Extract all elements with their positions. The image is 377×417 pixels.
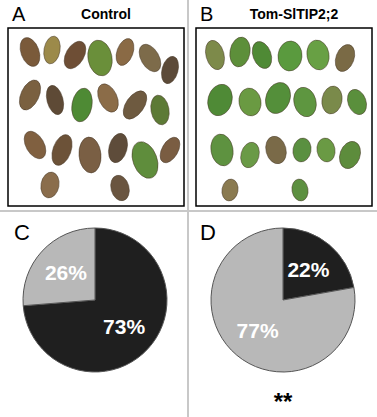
data-label: 22% — [287, 258, 329, 281]
leaf — [291, 137, 313, 164]
panel-label: A — [12, 3, 26, 25]
leaf — [69, 87, 95, 124]
leaf — [208, 132, 235, 167]
leaf — [290, 178, 310, 202]
photo — [202, 35, 369, 202]
photo-frame — [196, 28, 372, 206]
leaf — [315, 137, 337, 164]
leaf — [220, 178, 240, 202]
leaf — [94, 81, 123, 116]
leaf — [320, 84, 345, 115]
leaf — [149, 94, 172, 127]
divider — [0, 210, 377, 212]
photo-frame — [8, 28, 184, 206]
data-label: 77% — [237, 319, 279, 342]
annotation: ** — [274, 388, 293, 415]
background — [0, 0, 377, 417]
data-labels: 22% 77% — [237, 258, 330, 342]
panel-title: Control — [81, 6, 131, 22]
leaf — [237, 86, 264, 117]
leaf — [77, 136, 102, 174]
panel-title: Tom-SlTIP2;2 — [250, 6, 339, 22]
leaf — [249, 39, 275, 71]
pie-slice — [211, 228, 355, 372]
leaf — [16, 35, 43, 69]
leaf — [60, 38, 91, 73]
leaf — [159, 54, 182, 85]
leaf — [238, 140, 262, 170]
panel-label: C — [14, 220, 30, 245]
photo — [15, 35, 184, 203]
data-labels: 73% 26% — [45, 261, 146, 338]
leaf — [261, 79, 294, 117]
leaf — [42, 35, 63, 65]
leaf — [105, 131, 130, 165]
leaf — [277, 40, 304, 72]
leaf — [108, 173, 132, 203]
leaf — [20, 128, 51, 163]
leaf — [305, 38, 332, 71]
leaf — [127, 138, 163, 182]
pie — [23, 228, 167, 372]
leaf — [332, 42, 358, 74]
divider — [187, 0, 189, 417]
leaf — [48, 132, 76, 168]
leaf — [202, 38, 227, 72]
data-label: 73% — [103, 315, 145, 338]
leaf — [263, 134, 290, 166]
leaf — [135, 41, 166, 76]
leaf — [43, 83, 66, 116]
leaf — [85, 38, 115, 78]
leaf — [156, 134, 184, 166]
panel-label: D — [200, 220, 216, 245]
leaf — [204, 81, 235, 118]
pie-slice — [23, 228, 95, 306]
leaf — [344, 87, 370, 118]
pie-slice — [23, 228, 167, 372]
leaf — [336, 138, 364, 171]
leaf — [290, 85, 319, 120]
pie — [211, 228, 355, 372]
leaf — [39, 171, 61, 200]
panel-label: B — [200, 3, 213, 25]
leaf — [228, 35, 253, 68]
leaf — [113, 36, 138, 68]
leaf — [118, 87, 151, 124]
data-label: 26% — [45, 261, 87, 284]
leaf — [15, 77, 45, 114]
